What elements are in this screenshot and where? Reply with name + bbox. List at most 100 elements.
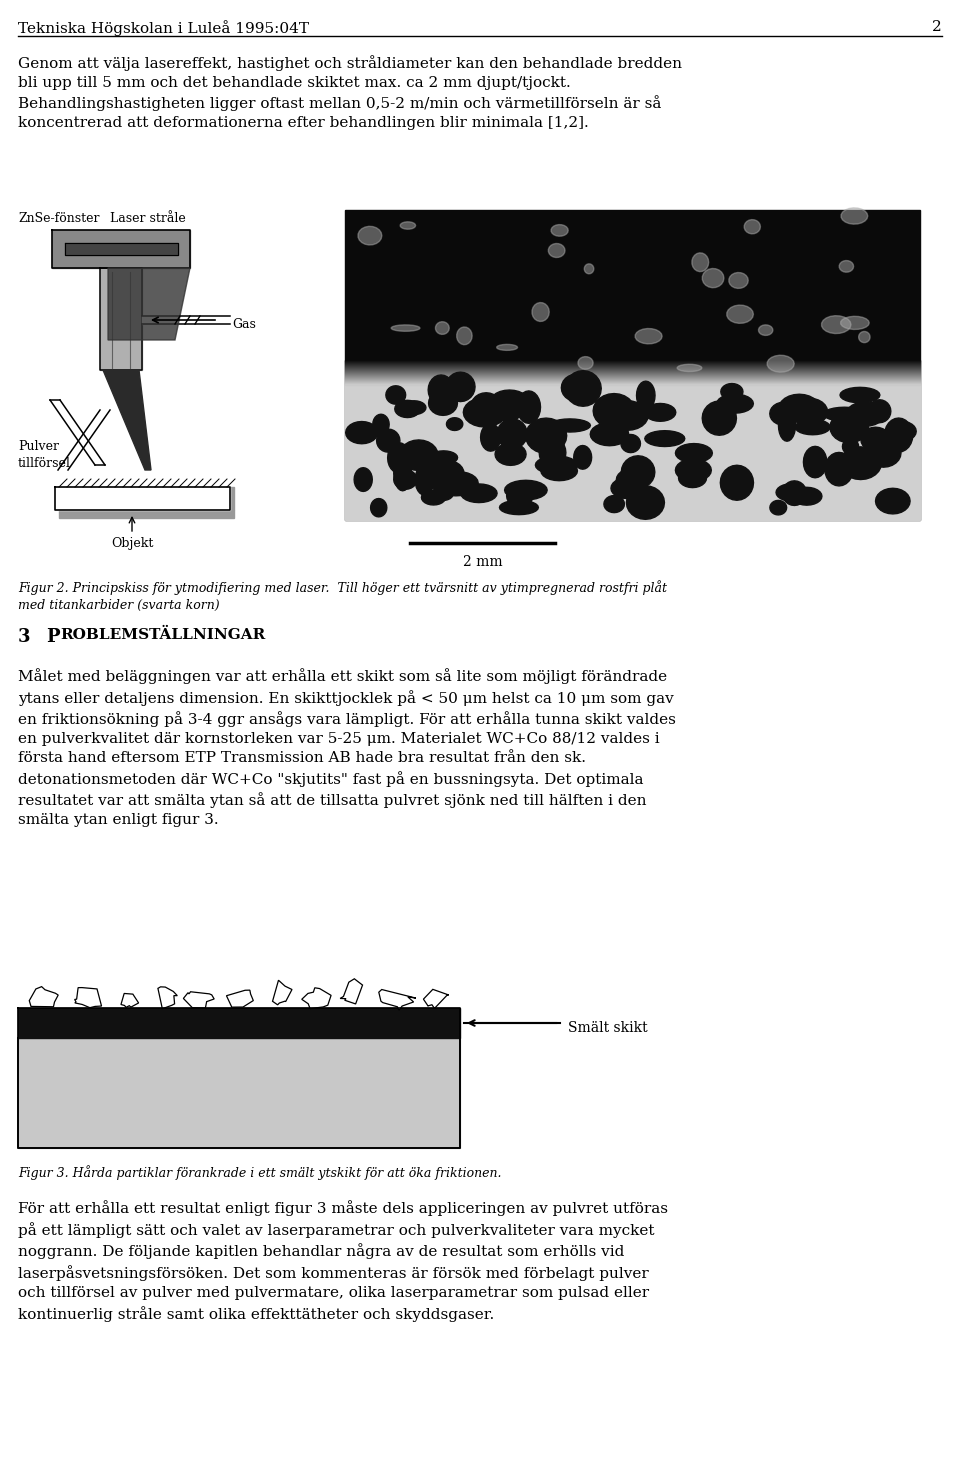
Polygon shape bbox=[645, 431, 684, 446]
Polygon shape bbox=[464, 398, 506, 427]
Polygon shape bbox=[428, 374, 454, 405]
Text: Figur 3. Hårda partiklar förankrade i ett smält ytskikt för att öka friktionen.: Figur 3. Hårda partiklar förankrade i et… bbox=[18, 1165, 501, 1180]
Polygon shape bbox=[767, 355, 794, 373]
Polygon shape bbox=[616, 469, 648, 491]
Polygon shape bbox=[779, 395, 820, 423]
Polygon shape bbox=[142, 316, 230, 325]
Polygon shape bbox=[590, 423, 629, 446]
Polygon shape bbox=[436, 322, 449, 335]
Polygon shape bbox=[744, 219, 760, 234]
Polygon shape bbox=[708, 402, 727, 424]
Polygon shape bbox=[829, 412, 869, 443]
Polygon shape bbox=[499, 500, 539, 515]
Polygon shape bbox=[776, 484, 805, 501]
Polygon shape bbox=[446, 418, 463, 430]
Polygon shape bbox=[858, 332, 870, 342]
Polygon shape bbox=[421, 490, 445, 504]
Polygon shape bbox=[626, 485, 664, 519]
Polygon shape bbox=[273, 980, 292, 1004]
Polygon shape bbox=[884, 418, 913, 452]
Polygon shape bbox=[429, 450, 458, 465]
Text: Målet med beläggningen var att erhålla ett skikt som så lite som möjligt förändr: Målet med beläggningen var att erhålla e… bbox=[18, 668, 676, 827]
Polygon shape bbox=[824, 408, 866, 421]
Polygon shape bbox=[495, 443, 526, 465]
Text: ZnSe-fönster: ZnSe-fönster bbox=[18, 212, 100, 225]
Polygon shape bbox=[100, 268, 142, 370]
Polygon shape bbox=[371, 499, 387, 518]
Text: 2 mm: 2 mm bbox=[463, 556, 502, 569]
Polygon shape bbox=[496, 345, 517, 351]
Polygon shape bbox=[840, 447, 881, 480]
Polygon shape bbox=[721, 383, 743, 401]
Polygon shape bbox=[564, 371, 601, 406]
Polygon shape bbox=[804, 446, 827, 478]
Polygon shape bbox=[457, 327, 472, 345]
Polygon shape bbox=[540, 437, 565, 468]
Polygon shape bbox=[791, 398, 828, 425]
Polygon shape bbox=[435, 477, 477, 496]
Polygon shape bbox=[227, 990, 253, 1007]
Text: Pulver
tillförsel: Pulver tillförsel bbox=[18, 440, 71, 469]
Polygon shape bbox=[340, 978, 363, 1004]
Polygon shape bbox=[425, 456, 453, 490]
Polygon shape bbox=[770, 500, 786, 515]
Text: P: P bbox=[46, 629, 60, 646]
Polygon shape bbox=[822, 316, 851, 333]
Polygon shape bbox=[55, 487, 230, 510]
Polygon shape bbox=[770, 402, 798, 425]
Polygon shape bbox=[574, 446, 591, 469]
Polygon shape bbox=[611, 478, 642, 499]
Text: 2: 2 bbox=[932, 20, 942, 34]
Polygon shape bbox=[471, 393, 501, 418]
Polygon shape bbox=[532, 303, 549, 322]
Polygon shape bbox=[536, 456, 577, 474]
Polygon shape bbox=[874, 433, 890, 465]
Polygon shape bbox=[507, 484, 533, 507]
Polygon shape bbox=[517, 390, 540, 424]
Polygon shape bbox=[636, 382, 655, 409]
Polygon shape bbox=[388, 443, 410, 474]
Text: Gas: Gas bbox=[232, 317, 256, 330]
Polygon shape bbox=[433, 458, 454, 493]
Polygon shape bbox=[841, 208, 868, 224]
Polygon shape bbox=[677, 364, 702, 371]
Polygon shape bbox=[18, 1007, 460, 1038]
Polygon shape bbox=[394, 469, 417, 490]
Polygon shape bbox=[549, 420, 590, 433]
Polygon shape bbox=[428, 390, 458, 415]
Polygon shape bbox=[399, 440, 438, 471]
Polygon shape bbox=[108, 268, 190, 341]
Polygon shape bbox=[551, 225, 568, 237]
Polygon shape bbox=[445, 373, 475, 402]
Polygon shape bbox=[392, 325, 420, 332]
Polygon shape bbox=[792, 487, 822, 506]
Polygon shape bbox=[59, 510, 234, 518]
Polygon shape bbox=[636, 329, 662, 344]
Polygon shape bbox=[301, 988, 331, 1009]
Polygon shape bbox=[562, 374, 590, 401]
Polygon shape bbox=[727, 306, 754, 323]
Polygon shape bbox=[758, 325, 773, 335]
Polygon shape bbox=[717, 395, 754, 414]
Polygon shape bbox=[861, 427, 891, 452]
Polygon shape bbox=[395, 401, 420, 418]
Polygon shape bbox=[843, 439, 858, 455]
Polygon shape bbox=[386, 386, 406, 404]
Polygon shape bbox=[525, 418, 566, 453]
Polygon shape bbox=[183, 991, 214, 1007]
Polygon shape bbox=[497, 418, 527, 449]
Polygon shape bbox=[621, 434, 640, 453]
Polygon shape bbox=[606, 401, 648, 430]
Polygon shape bbox=[376, 428, 400, 452]
Polygon shape bbox=[354, 468, 372, 491]
Polygon shape bbox=[692, 253, 708, 272]
Polygon shape bbox=[415, 465, 434, 496]
Polygon shape bbox=[729, 272, 748, 288]
Text: Tekniska Högskolan i Luleå 1995:04T: Tekniska Högskolan i Luleå 1995:04T bbox=[18, 20, 309, 37]
Polygon shape bbox=[703, 269, 724, 288]
Polygon shape bbox=[505, 481, 547, 500]
Polygon shape bbox=[585, 263, 594, 273]
Polygon shape bbox=[346, 421, 378, 444]
Polygon shape bbox=[593, 393, 635, 428]
Polygon shape bbox=[702, 401, 736, 436]
